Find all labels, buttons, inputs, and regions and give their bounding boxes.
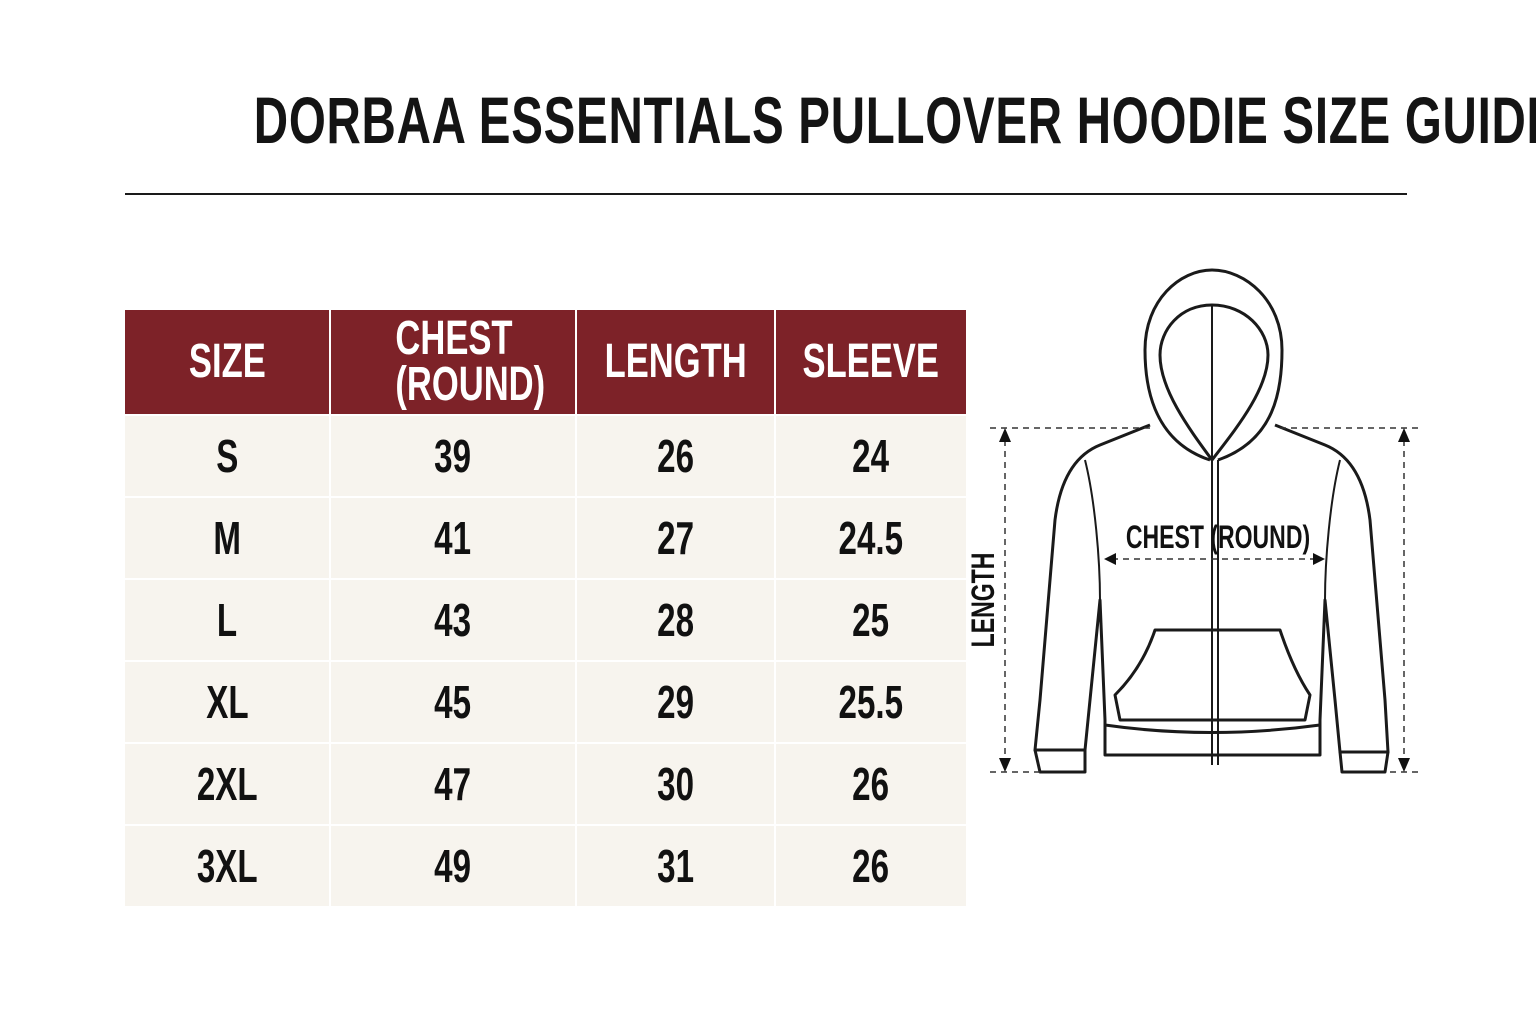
cell-sleeve: 25.5 (775, 661, 966, 744)
cell-length: 31 (576, 825, 777, 908)
cell-chest: 49 (330, 825, 577, 908)
cell-text: 28 (657, 594, 695, 646)
cell-text: 45 (434, 676, 472, 728)
cell-chest: 41 (330, 497, 577, 580)
table-header-row: SIZE CHEST (ROUND) LENGTH SLEEVE (125, 310, 966, 416)
cell-chest: 45 (330, 661, 577, 744)
cell-length: 26 (576, 415, 777, 498)
header-size: SIZE (125, 310, 331, 416)
cell-text: 49 (434, 840, 472, 892)
cell-text: 25 (852, 594, 890, 646)
cell-text: 26 (852, 758, 890, 810)
cell-chest: 43 (330, 579, 577, 662)
cell-text: 47 (434, 758, 472, 810)
cell-text: 29 (657, 676, 695, 728)
cell-text: 2XL (196, 758, 258, 810)
header-chest: CHEST (ROUND) (330, 310, 577, 416)
title-divider (125, 193, 1407, 195)
cell-text: XL (205, 676, 249, 728)
cell-text: S (215, 430, 239, 482)
chest-label: CHEST (ROUND) (1126, 519, 1310, 555)
cell-sleeve: 26 (775, 743, 966, 826)
cell-chest: 39 (330, 415, 577, 498)
cell-text: 25.5 (838, 676, 904, 728)
cell-text: 39 (434, 430, 472, 482)
cell-sleeve: 24 (775, 415, 966, 498)
page-title: DORBAA ESSENTIALS PULLOVER HOODIE SIZE G… (253, 83, 1536, 157)
cell-text: 31 (657, 840, 695, 892)
cell-size: S (125, 415, 331, 498)
cell-text: 24.5 (838, 512, 904, 564)
cell-text: 30 (657, 758, 695, 810)
cell-text: 26 (852, 840, 890, 892)
cell-sleeve: 26 (775, 825, 966, 908)
table-row: M 41 27 24.5 (125, 497, 966, 580)
table-row: XL 45 29 25.5 (125, 661, 966, 744)
cell-text: 27 (657, 512, 695, 564)
cell-text: 41 (434, 512, 472, 564)
table-row: L 43 28 25 (125, 579, 966, 662)
cell-sleeve: 25 (775, 579, 966, 662)
cell-text: 3XL (196, 840, 258, 892)
arrow-heads (999, 428, 1410, 772)
measure-lines (990, 427, 1422, 773)
cell-size: 3XL (125, 825, 331, 908)
cell-text: 43 (434, 594, 472, 646)
cell-length: 27 (576, 497, 777, 580)
length-label: LENGTH (965, 553, 1001, 648)
table-row: 2XL 47 30 26 (125, 743, 966, 826)
cell-length: 30 (576, 743, 777, 826)
header-sleeve: SLEEVE (775, 310, 966, 416)
cell-chest: 47 (330, 743, 577, 826)
cell-length: 29 (576, 661, 777, 744)
cell-length: 28 (576, 579, 777, 662)
table-row: S 39 26 24 (125, 415, 966, 498)
hoodie-diagram: CHEST (ROUND) LENGTH (965, 268, 1422, 774)
cell-text: L (216, 594, 238, 646)
table-row: 3XL 49 31 26 (125, 825, 966, 908)
cell-text: 26 (657, 430, 695, 482)
cell-sleeve: 24.5 (775, 497, 966, 580)
cell-size: 2XL (125, 743, 331, 826)
cell-size: XL (125, 661, 331, 744)
header-length: LENGTH (576, 310, 777, 416)
cell-text: M (213, 512, 241, 564)
size-table: SIZE CHEST (ROUND) LENGTH SLEEVE S 39 26 24… (125, 310, 966, 908)
cell-size: M (125, 497, 331, 580)
cell-text: 24 (852, 430, 890, 482)
cell-size: L (125, 579, 331, 662)
hoodie-outline (1033, 268, 1390, 774)
